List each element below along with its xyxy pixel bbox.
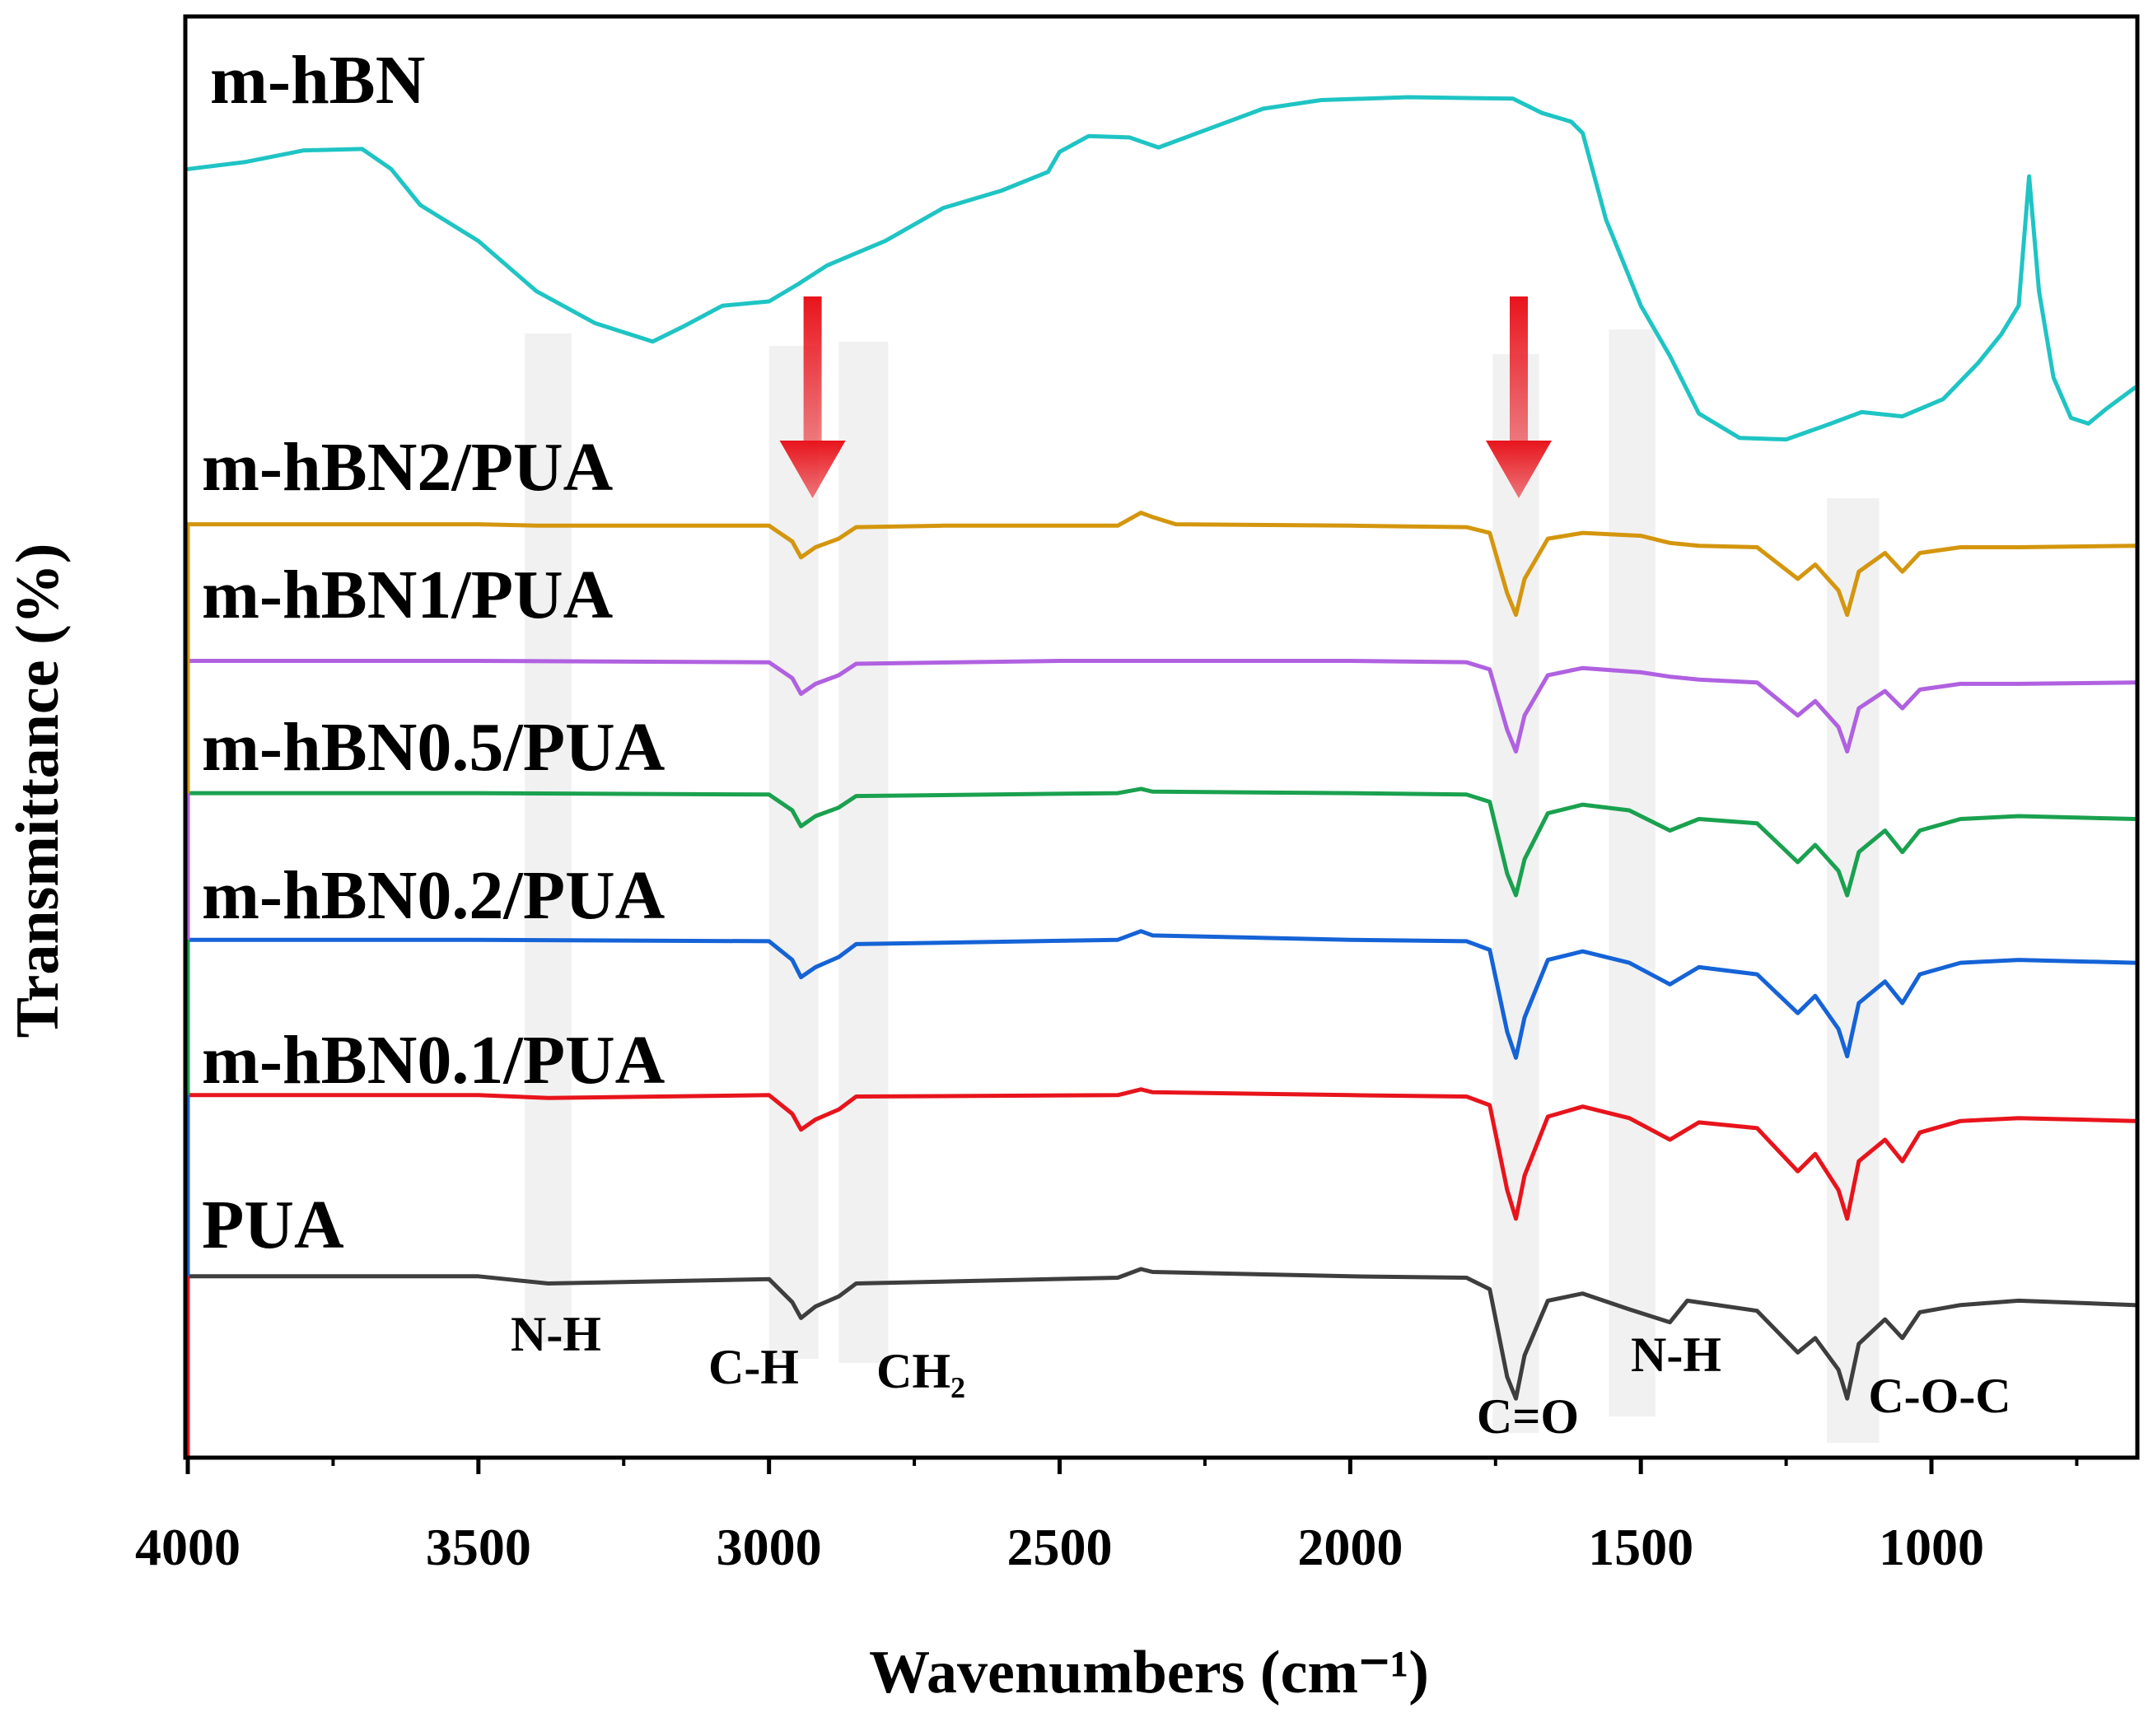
band-c-h xyxy=(768,346,819,1359)
y-axis-title: Transmittance (%) xyxy=(4,544,72,1038)
label-m-hbn1-pua: m-hBN1/PUA xyxy=(202,557,614,633)
x-tick-label-1000: 1000 xyxy=(1879,1518,1984,1576)
band-ch2 xyxy=(838,342,889,1363)
annotation-arrows xyxy=(779,296,1552,498)
label-pua: PUA xyxy=(202,1187,344,1263)
band-label-n-h: N-H xyxy=(511,1307,601,1361)
x-tick-label-4000: 4000 xyxy=(135,1518,241,1576)
series-m-hbn0-5-pua xyxy=(185,786,2137,898)
co-arrow xyxy=(1485,296,1552,498)
x-tick-label-1500: 1500 xyxy=(1588,1518,1693,1576)
band-c-o-c xyxy=(1826,498,1880,1443)
x-axis-title: Wavenumbers (cm⁻¹) xyxy=(869,1639,1429,1706)
band-labels: N-H C-H CH₂ C=O N-H C-O-C xyxy=(511,1307,2011,1444)
series-labels: m-hBN m-hBN2/PUA m-hBN1/PUA m-hBN0.5/PUA m-h… xyxy=(202,42,666,1263)
series-m-hbn xyxy=(185,95,2137,442)
x-tick-label-2000: 2000 xyxy=(1297,1518,1403,1576)
series-m-hbn1-pua xyxy=(185,659,2137,754)
label-m-hbn0-5-pua: m-hBN0.5/PUA xyxy=(202,709,666,786)
label-m-hbn0-1-pua: m-hBN0.1/PUA xyxy=(202,1022,666,1099)
label-m-hbn: m-hBN xyxy=(210,42,425,119)
label-m-hbn0-2-pua: m-hBN0.2/PUA xyxy=(202,857,666,934)
plot-frame xyxy=(183,14,2140,1460)
band-label-n-h2: N-H xyxy=(1631,1328,1721,1382)
band-label-ch2: CH₂ xyxy=(876,1344,965,1398)
series-m-hbn0-2-pua xyxy=(185,929,2137,1060)
band-label-c-o-c: C-O-C xyxy=(1868,1369,2011,1423)
band-label-c-h: C-H xyxy=(708,1340,799,1394)
series-lines xyxy=(185,95,2137,1456)
band-label-c-o: C=O xyxy=(1477,1389,1579,1444)
x-axis-ticks: 4000 3500 3000 2500 2000 1500 1000 xyxy=(135,1456,2079,1576)
series-m-hbn2-pua xyxy=(185,511,2137,618)
ch-arrow xyxy=(779,296,846,498)
x-tick-label-3000: 3000 xyxy=(717,1518,822,1576)
label-m-hbn2-pua: m-hBN2/PUA xyxy=(202,429,614,506)
band-n-h xyxy=(525,334,572,1342)
series-m-hbn0-1-pua xyxy=(185,1087,2137,1221)
x-tick-label-3500: 3500 xyxy=(426,1518,531,1576)
band-n-h2 xyxy=(1609,329,1656,1416)
x-tick-label-2500: 2500 xyxy=(1007,1518,1113,1576)
series-pua xyxy=(185,1267,2137,1401)
